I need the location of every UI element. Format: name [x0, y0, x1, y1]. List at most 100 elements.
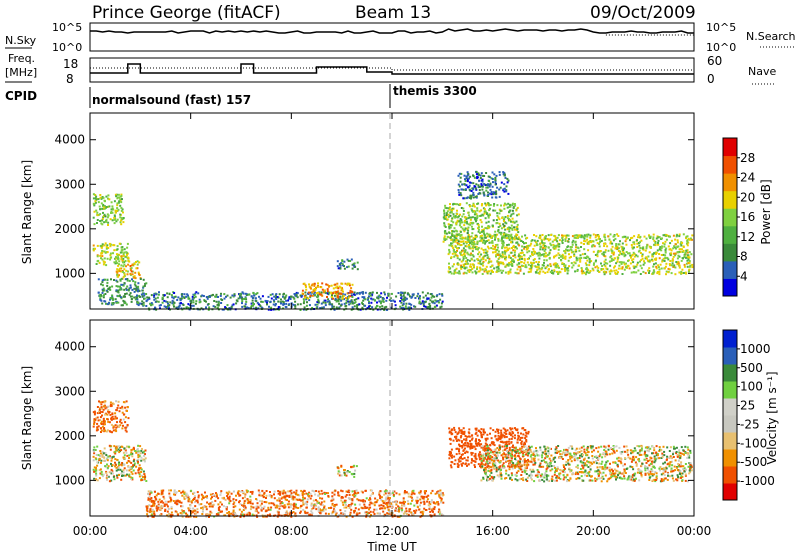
heatmap-cell	[488, 241, 491, 244]
heatmap-cell	[133, 275, 136, 278]
heatmap-cell	[537, 266, 540, 269]
heatmap-cell	[124, 421, 127, 424]
heatmap-cell	[506, 233, 509, 236]
heatmap-cell	[119, 418, 122, 421]
heatmap-cell	[99, 213, 102, 216]
heatmap-cell	[566, 267, 569, 270]
heatmap-cell	[381, 507, 384, 510]
heatmap-cell	[512, 249, 515, 252]
heatmap-cell	[252, 506, 255, 509]
heatmap-cell	[127, 256, 130, 259]
heatmap-cell	[127, 288, 130, 291]
heatmap-cell	[477, 262, 480, 265]
heatmap-cell	[549, 242, 552, 245]
heatmap-cell	[117, 426, 120, 428]
heatmap-cell	[194, 292, 197, 295]
heatmap-cell	[436, 294, 439, 297]
heatmap-cell	[275, 293, 278, 296]
heatmap-cell	[667, 245, 670, 248]
heatmap-cell	[402, 497, 405, 500]
heatmap-cell	[399, 294, 402, 297]
heatmap-cell	[333, 493, 336, 496]
heatmap-cell	[337, 491, 340, 494]
heatmap-cell	[508, 255, 511, 258]
heatmap-cell	[191, 295, 194, 298]
heatmap-cell	[474, 246, 476, 249]
heatmap-cell	[443, 222, 446, 225]
heatmap-cell	[548, 252, 551, 255]
heatmap-cell	[333, 509, 336, 512]
heatmap-cell	[424, 305, 427, 308]
heatmap-cell	[232, 511, 235, 514]
heatmap-cell	[354, 301, 357, 304]
heatmap-cell	[506, 206, 509, 209]
heatmap-cell	[482, 191, 485, 194]
heatmap-cell	[648, 245, 651, 248]
heatmap-cell	[299, 506, 302, 509]
heatmap-cell	[453, 272, 456, 275]
heatmap-cell	[421, 512, 424, 514]
heatmap-cell	[431, 300, 434, 303]
heatmap-cell	[532, 259, 535, 262]
heatmap-cell	[380, 302, 382, 305]
heatmap-cell	[483, 175, 486, 177]
heatmap-cell	[108, 198, 111, 201]
heatmap-cell	[672, 234, 675, 237]
heatmap-cell	[331, 511, 334, 514]
heatmap-cell	[594, 254, 597, 256]
heatmap-cell	[158, 304, 161, 307]
heatmap-cell	[287, 299, 290, 302]
heatmap-cell	[369, 506, 372, 509]
heatmap-cell	[301, 493, 304, 496]
heatmap-cell	[467, 241, 470, 243]
heatmap-cell	[448, 250, 451, 253]
heatmap-cell	[662, 234, 665, 237]
heatmap-cell	[470, 265, 473, 268]
heatmap-cell	[676, 262, 679, 264]
heatmap-cell	[178, 501, 181, 504]
heatmap-cell	[223, 297, 226, 300]
heatmap-cell	[333, 308, 336, 311]
heatmap-cell	[99, 401, 102, 404]
heatmap-cell	[241, 305, 244, 308]
heatmap-cell	[347, 259, 350, 262]
heatmap-cell	[444, 226, 447, 228]
heatmap-cell	[150, 302, 153, 305]
heatmap-cell	[286, 499, 288, 501]
heatmap-cell	[97, 259, 100, 262]
heatmap-cell	[462, 210, 465, 212]
heatmap-cell	[229, 512, 232, 515]
heatmap-cell	[336, 299, 339, 302]
heatmap-cell	[121, 411, 124, 414]
heatmap-cell	[359, 308, 362, 311]
heatmap-cell	[345, 302, 348, 304]
heatmap-cell	[150, 505, 153, 508]
heatmap-cell	[107, 465, 110, 468]
heatmap-cell	[632, 258, 635, 261]
heatmap-cell	[96, 426, 99, 429]
heatmap-cell	[381, 500, 384, 503]
heatmap-cell	[223, 293, 226, 296]
heatmap-cell	[573, 254, 576, 257]
heatmap-cell	[474, 210, 477, 213]
heatmap-cell	[153, 296, 156, 299]
heatmap-cell	[148, 511, 151, 514]
heatmap-cell	[104, 400, 107, 403]
heatmap-cell	[500, 239, 503, 242]
heatmap-cell	[499, 261, 502, 264]
heatmap-cell	[127, 466, 130, 469]
heatmap-cell	[110, 404, 113, 407]
heatmap-cell	[232, 295, 235, 298]
heatmap-cell	[257, 307, 260, 310]
heatmap-cell	[529, 255, 532, 258]
heatmap-cell	[632, 261, 635, 264]
heatmap-cell	[335, 300, 338, 303]
heatmap-cell	[365, 497, 368, 500]
heatmap-cell	[392, 495, 395, 498]
heatmap-cell	[181, 505, 184, 508]
heatmap-cell	[159, 304, 162, 307]
heatmap-cell	[122, 451, 125, 454]
heatmap-cell	[507, 179, 510, 182]
heatmap-cell	[325, 283, 328, 286]
heatmap-cell	[568, 265, 571, 268]
